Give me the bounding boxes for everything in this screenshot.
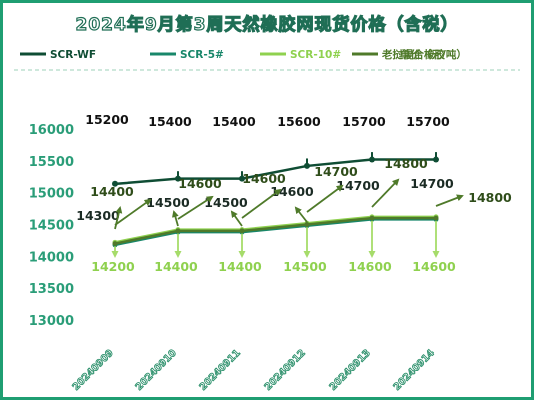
data-label-laos: 14800 (468, 190, 512, 205)
data-label-scr-wf: 15700 (406, 114, 450, 129)
legend-label-2: SCR-10# (290, 49, 341, 61)
callout-arrow (435, 194, 464, 207)
callout-arrow (371, 178, 400, 208)
data-point (175, 228, 181, 234)
y-tick-label: 15500 (29, 155, 74, 170)
callout-arrow (306, 184, 344, 213)
data-label-scr-10: 14400 (154, 259, 198, 274)
data-label-scr-5: 14300 (76, 208, 120, 223)
data-point (175, 175, 181, 182)
x-tick-label: 20240911 (198, 348, 243, 393)
data-label-laos: 14600 (178, 176, 222, 191)
callout-arrow (230, 210, 243, 227)
data-label-scr-wf: 15600 (277, 114, 321, 129)
data-label-scr-5: 14500 (146, 195, 190, 210)
chart-title: 2024年9月第3周天然橡胶网现货价格（含税） (75, 14, 459, 35)
data-point (304, 162, 310, 169)
data-point (433, 215, 439, 221)
legend-label-3: 老挝混合橡胶 (381, 48, 445, 61)
x-tick-label: 20240912 (263, 348, 308, 393)
data-point (369, 156, 375, 163)
data-label-laos: 14600 (242, 171, 286, 186)
data-label-scr-10: 14600 (348, 259, 392, 274)
legend-label-0: SCR-WF (50, 49, 96, 61)
data-label-scr-5: 14700 (336, 178, 380, 193)
data-point (112, 180, 118, 187)
unit-note: 单价（元/吨） (400, 48, 467, 61)
data-label-scr-10: 14200 (91, 259, 135, 274)
callout-arrow (172, 210, 179, 227)
y-tick-label: 14000 (29, 250, 74, 265)
data-point (433, 156, 439, 163)
y-tick-label: 15000 (29, 187, 74, 202)
x-tick-label: 20240910 (134, 347, 179, 392)
series-line-老挝混合橡胶 (114, 216, 436, 245)
x-tick-label: 20240913 (328, 348, 373, 393)
data-label-laos: 14800 (384, 156, 428, 171)
legend-label-1: SCR-5# (180, 49, 224, 61)
data-label-laos: 14700 (314, 164, 358, 179)
x-tick-label: 20240909 (71, 348, 116, 393)
callout-arrow (114, 198, 152, 226)
data-point (239, 228, 245, 234)
data-label-scr-10: 14600 (412, 259, 456, 274)
data-label-laos: 14400 (90, 184, 134, 199)
data-label-scr-wf: 15400 (148, 114, 192, 129)
data-point (304, 222, 310, 227)
y-tick-label: 13500 (29, 282, 74, 297)
x-tick-label: 20240914 (392, 347, 437, 392)
data-label-scr-5: 14500 (204, 195, 248, 210)
data-label-scr-10: 14400 (218, 259, 262, 274)
data-label-scr-wf: 15200 (85, 112, 129, 127)
data-point (239, 175, 245, 182)
y-tick-label: 14500 (29, 219, 74, 234)
callout-arrow (177, 195, 214, 220)
callout-arrow (294, 206, 308, 223)
callout-arrow (241, 188, 282, 219)
y-tick-label: 13000 (29, 314, 74, 329)
data-label-scr-wf: 15700 (342, 114, 386, 129)
data-point (112, 241, 118, 247)
data-label-scr-10: 14500 (283, 259, 327, 274)
data-label-scr-5: 14700 (410, 176, 454, 191)
y-tick-label: 16000 (29, 123, 74, 138)
data-label-scr-wf: 15400 (212, 114, 256, 129)
data-point (369, 215, 375, 221)
